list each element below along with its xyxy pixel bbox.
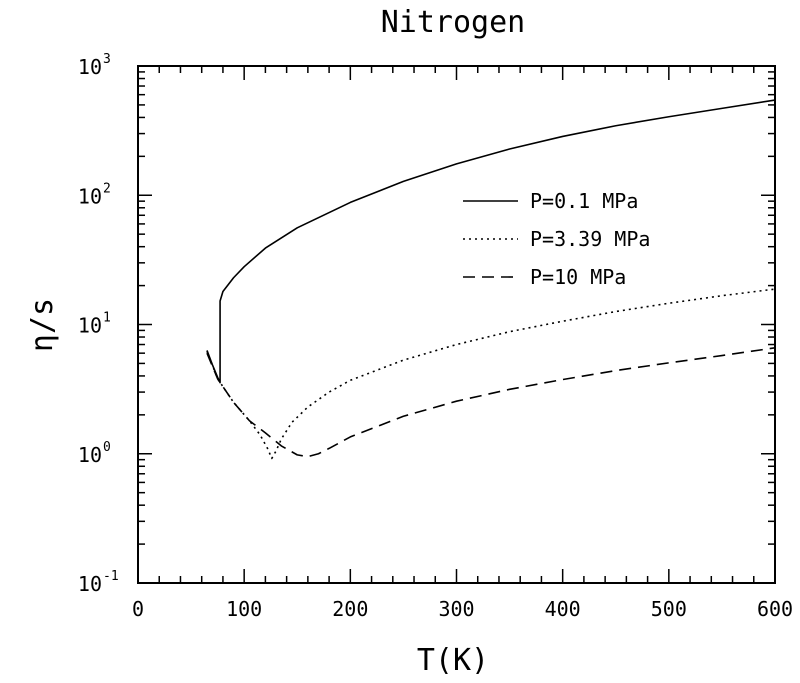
- y-tick-base: 10: [78, 55, 102, 79]
- series-line-3: [206, 347, 776, 458]
- y-tick-exponent: 3: [103, 52, 111, 67]
- x-tick-label: 600: [757, 597, 793, 621]
- plot-frame: [137, 65, 776, 584]
- series-lines: [206, 99, 776, 460]
- x-tick-label: 300: [438, 597, 474, 621]
- y-tick-exponent: 1: [103, 311, 111, 326]
- y-tick-label: 10 2: [78, 181, 111, 208]
- x-axis-label: T(K): [417, 643, 489, 678]
- x-tick-label: 500: [651, 597, 687, 621]
- y-tick-label: 10 1: [78, 311, 111, 338]
- y-tick-label: 10 0: [78, 440, 111, 467]
- y-tick-exponent: 0: [103, 440, 111, 455]
- x-tick-label: 400: [545, 597, 581, 621]
- legend-label-1: P=0.1 MPa: [530, 189, 638, 213]
- y-tick-base: 10: [78, 572, 102, 596]
- legend-label-3: P=10 MPa: [530, 265, 626, 289]
- chart-title: Nitrogen: [381, 5, 526, 40]
- y-tick-label: 10 -1: [78, 569, 119, 596]
- series-line-1: [206, 99, 776, 384]
- plot-axes: [137, 65, 776, 584]
- y-tick-exponent: 2: [103, 181, 111, 196]
- y-tick-base: 10: [78, 314, 102, 338]
- y-axis-label: η/s: [25, 298, 60, 352]
- x-tick-label: 100: [226, 597, 262, 621]
- y-tick-base: 10: [78, 184, 102, 208]
- legend-label-2: P=3.39 MPa: [530, 227, 650, 251]
- axis-ticks: [137, 65, 776, 584]
- y-tick-label: 10 3: [78, 52, 111, 79]
- series-line-2: [206, 288, 776, 460]
- legend: P=0.1 MPa P=3.39 MPa P=10 MPa: [463, 189, 650, 289]
- y-tick-exponent: -1: [103, 569, 119, 584]
- x-tick-labels: 0 100 200 300 400 500 600: [132, 597, 793, 621]
- x-tick-label: 200: [332, 597, 368, 621]
- y-tick-base: 10: [78, 443, 102, 467]
- x-tick-label: 0: [132, 597, 144, 621]
